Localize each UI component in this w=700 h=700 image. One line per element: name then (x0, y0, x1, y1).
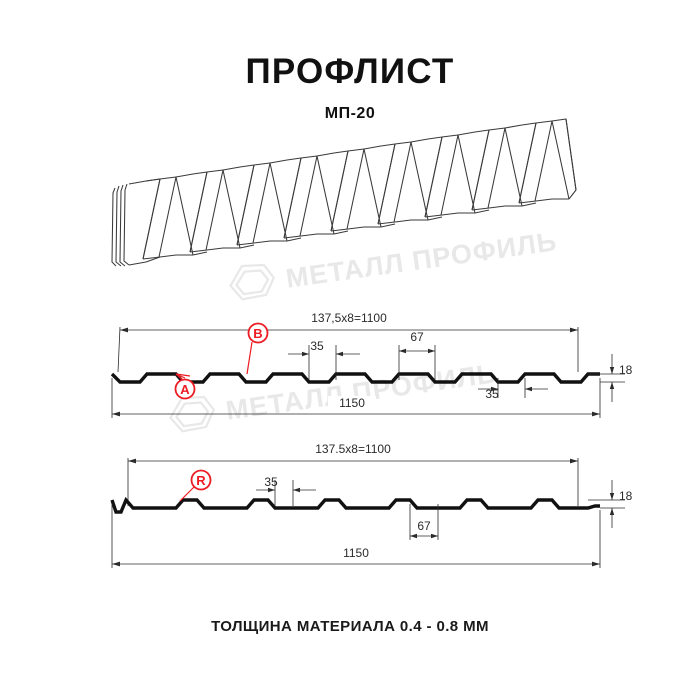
watermark-lower: МЕТАЛЛ ПРОФИЛЬ (169, 358, 499, 433)
dim-top-lower-35 (478, 378, 548, 398)
callout-r: R (179, 469, 212, 502)
cross-section-top: 137,5x8=1100 35 67 (110, 311, 633, 418)
dim-bottom-35 (256, 480, 316, 506)
dim-label-top-upper-35: 35 (310, 339, 324, 353)
dim-top-height-18 (588, 354, 625, 402)
watermark-text-lower: МЕТАЛЛ ПРОФИЛЬ (224, 358, 499, 426)
dim-label-bottom-height-18: 18 (619, 489, 633, 503)
callout-r-label: R (196, 473, 206, 488)
metall-profil-logo (229, 263, 276, 301)
dim-label-top-1150: 1150 (339, 396, 365, 410)
callout-a: A (174, 373, 196, 400)
callout-a-label: A (180, 382, 190, 397)
footer-note: ТОЛЩИНА МАТЕРИАЛА 0.4 - 0.8 ММ (211, 618, 489, 635)
metall-profil-logo (169, 395, 216, 433)
dim-bottom-1100 (127, 458, 579, 506)
dim-top-1100 (117, 326, 579, 373)
watermark-upper: МЕТАЛЛ ПРОФИЛЬ (229, 226, 559, 301)
dim-bottom-67 (409, 504, 439, 540)
dim-top-67 (398, 345, 436, 380)
dim-label-bottom-67: 67 (417, 519, 431, 533)
callout-b-label: B (253, 326, 262, 341)
callout-b: B (246, 322, 269, 375)
dim-label-bottom-pitch-total: 137.5x8=1100 (315, 442, 391, 456)
dim-label-bottom-35: 35 (264, 475, 278, 489)
cross-section-bottom: 137.5x8=1100 35 67 (110, 442, 633, 568)
watermark-text-upper: МЕТАЛЛ ПРОФИЛЬ (284, 226, 559, 294)
profile-3d-isometric-view (111, 118, 577, 267)
dim-bottom-height-18 (588, 480, 625, 528)
dim-top-upper-35 (288, 345, 360, 380)
dim-top-1150 (111, 378, 601, 418)
dim-label-bottom-1150: 1150 (343, 546, 369, 560)
profile-outline-bottom (110, 496, 600, 514)
dim-label-top-67: 67 (410, 330, 424, 344)
dim-label-top-height-18: 18 (619, 363, 633, 377)
dim-label-top-pitch-total: 137,5x8=1100 (311, 311, 387, 325)
dim-label-top-lower-35: 35 (485, 387, 499, 401)
dim-bottom-1150 (111, 504, 601, 568)
